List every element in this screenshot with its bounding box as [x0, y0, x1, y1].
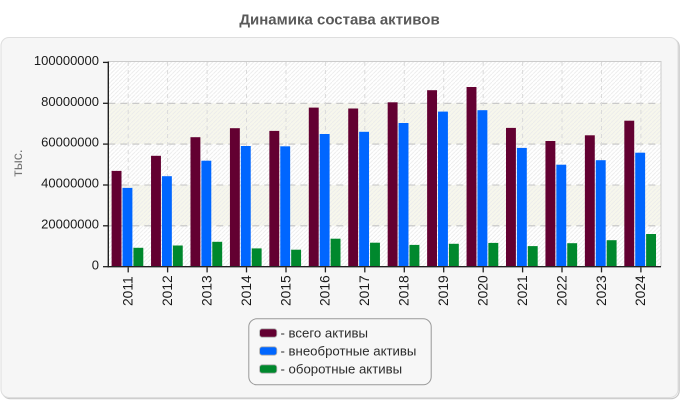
svg-text:100000000: 100000000 — [34, 53, 99, 68]
svg-text:2013: 2013 — [199, 275, 214, 306]
svg-text:- всего активы: - всего активы — [281, 326, 369, 341]
svg-text:60000000: 60000000 — [41, 135, 99, 150]
svg-text:2011: 2011 — [121, 276, 136, 306]
svg-text:2016: 2016 — [318, 275, 333, 306]
svg-text:2015: 2015 — [278, 275, 293, 306]
svg-text:2019: 2019 — [436, 275, 451, 306]
svg-text:80000000: 80000000 — [41, 94, 99, 109]
svg-text:- внеобротные активы: - внеобротные активы — [281, 344, 417, 359]
svg-text:2020: 2020 — [476, 275, 491, 306]
svg-text:- оборотные активы: - оборотные активы — [281, 362, 403, 377]
svg-text:20000000: 20000000 — [41, 216, 99, 231]
svg-text:40000000: 40000000 — [41, 176, 99, 191]
svg-text:Динамика состава активов: Динамика состава активов — [239, 12, 439, 29]
svg-text:2022: 2022 — [554, 275, 569, 306]
svg-text:2024: 2024 — [633, 275, 648, 306]
svg-text:2021: 2021 — [515, 275, 530, 306]
svg-text:2014: 2014 — [239, 275, 254, 306]
svg-text:2018: 2018 — [397, 275, 412, 306]
svg-text:2023: 2023 — [594, 275, 609, 306]
svg-text:0: 0 — [92, 257, 99, 272]
svg-text:тыс.: тыс. — [9, 149, 25, 176]
svg-text:2017: 2017 — [357, 275, 372, 306]
svg-text:2012: 2012 — [160, 275, 175, 306]
